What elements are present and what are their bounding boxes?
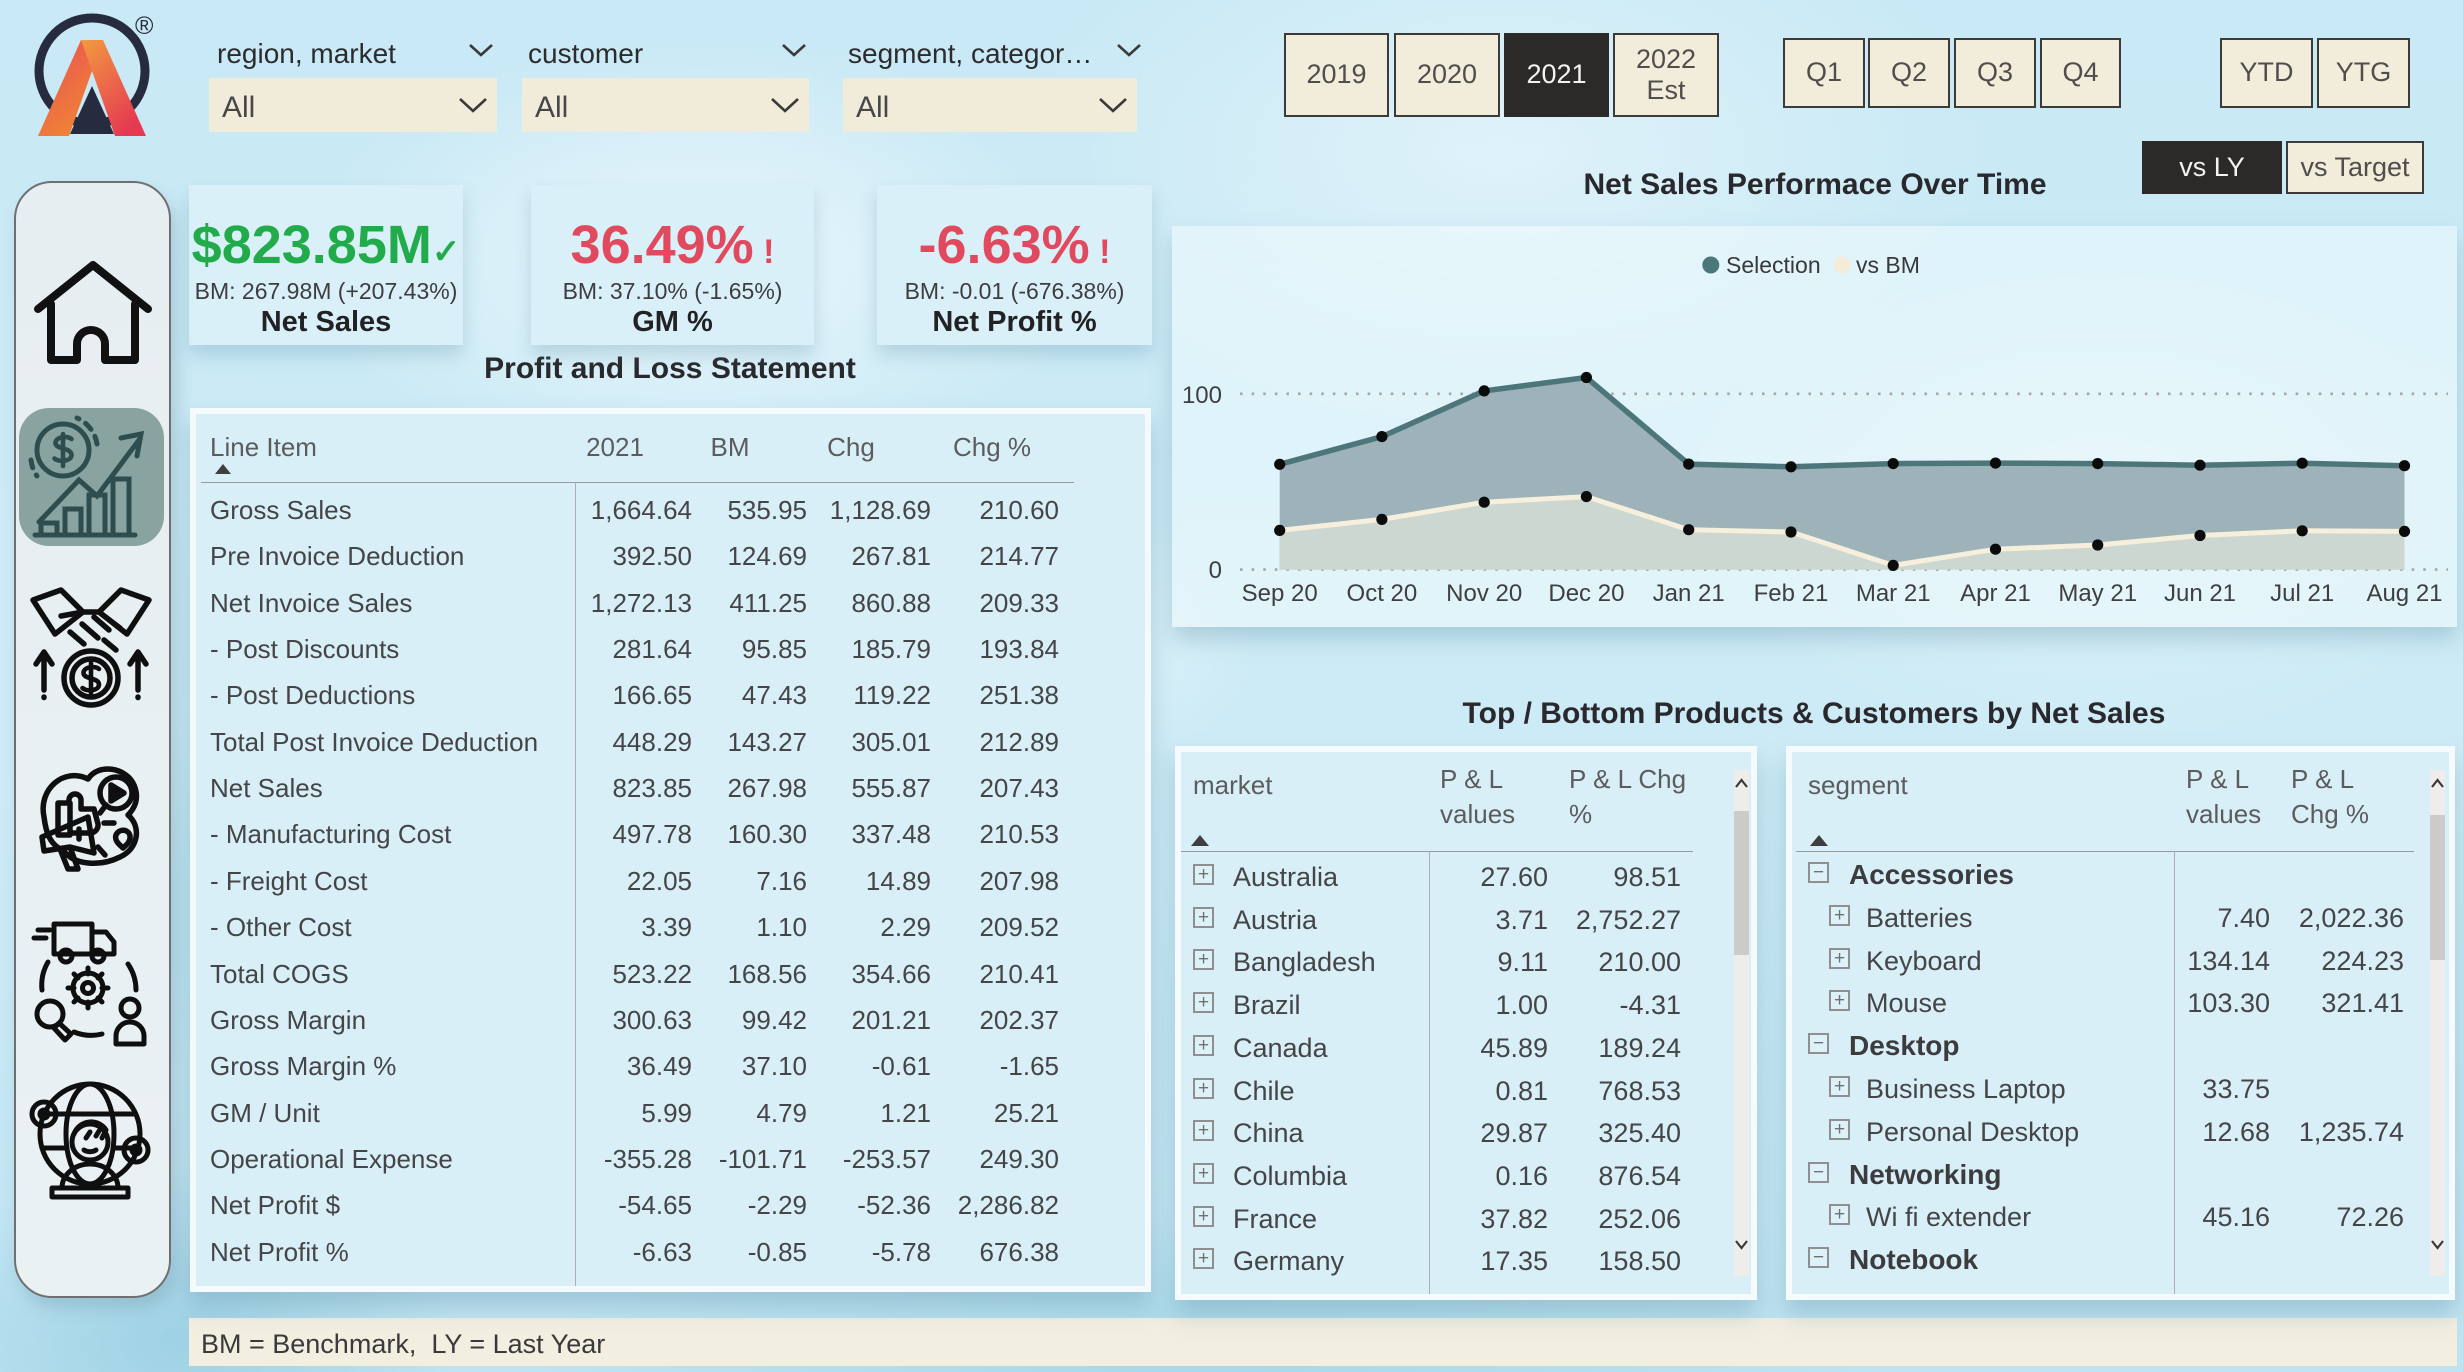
- svg-text:100: 100: [1182, 382, 1222, 409]
- svg-text:Feb 21: Feb 21: [1754, 580, 1829, 607]
- svg-text:Jan 21: Jan 21: [1653, 580, 1725, 607]
- svg-text:Mar 21: Mar 21: [1856, 580, 1931, 607]
- svg-text:Dec 20: Dec 20: [1548, 580, 1624, 607]
- svg-text:Apr 21: Apr 21: [1960, 580, 2031, 607]
- svg-text:0: 0: [1209, 557, 1222, 584]
- svg-text:May 21: May 21: [2058, 580, 2137, 607]
- svg-text:vs BM: vs BM: [1856, 252, 1920, 278]
- svg-text:Aug 21: Aug 21: [2366, 580, 2442, 607]
- svg-text:Oct 20: Oct 20: [1347, 580, 1418, 607]
- svg-text:Jul 21: Jul 21: [2270, 580, 2334, 607]
- svg-text:Selection: Selection: [1726, 252, 1821, 278]
- svg-text:®: ®: [135, 12, 154, 40]
- svg-text:Nov 20: Nov 20: [1446, 580, 1522, 607]
- svg-text:Jun 21: Jun 21: [2164, 580, 2236, 607]
- svg-text:Sep 20: Sep 20: [1242, 580, 1318, 607]
